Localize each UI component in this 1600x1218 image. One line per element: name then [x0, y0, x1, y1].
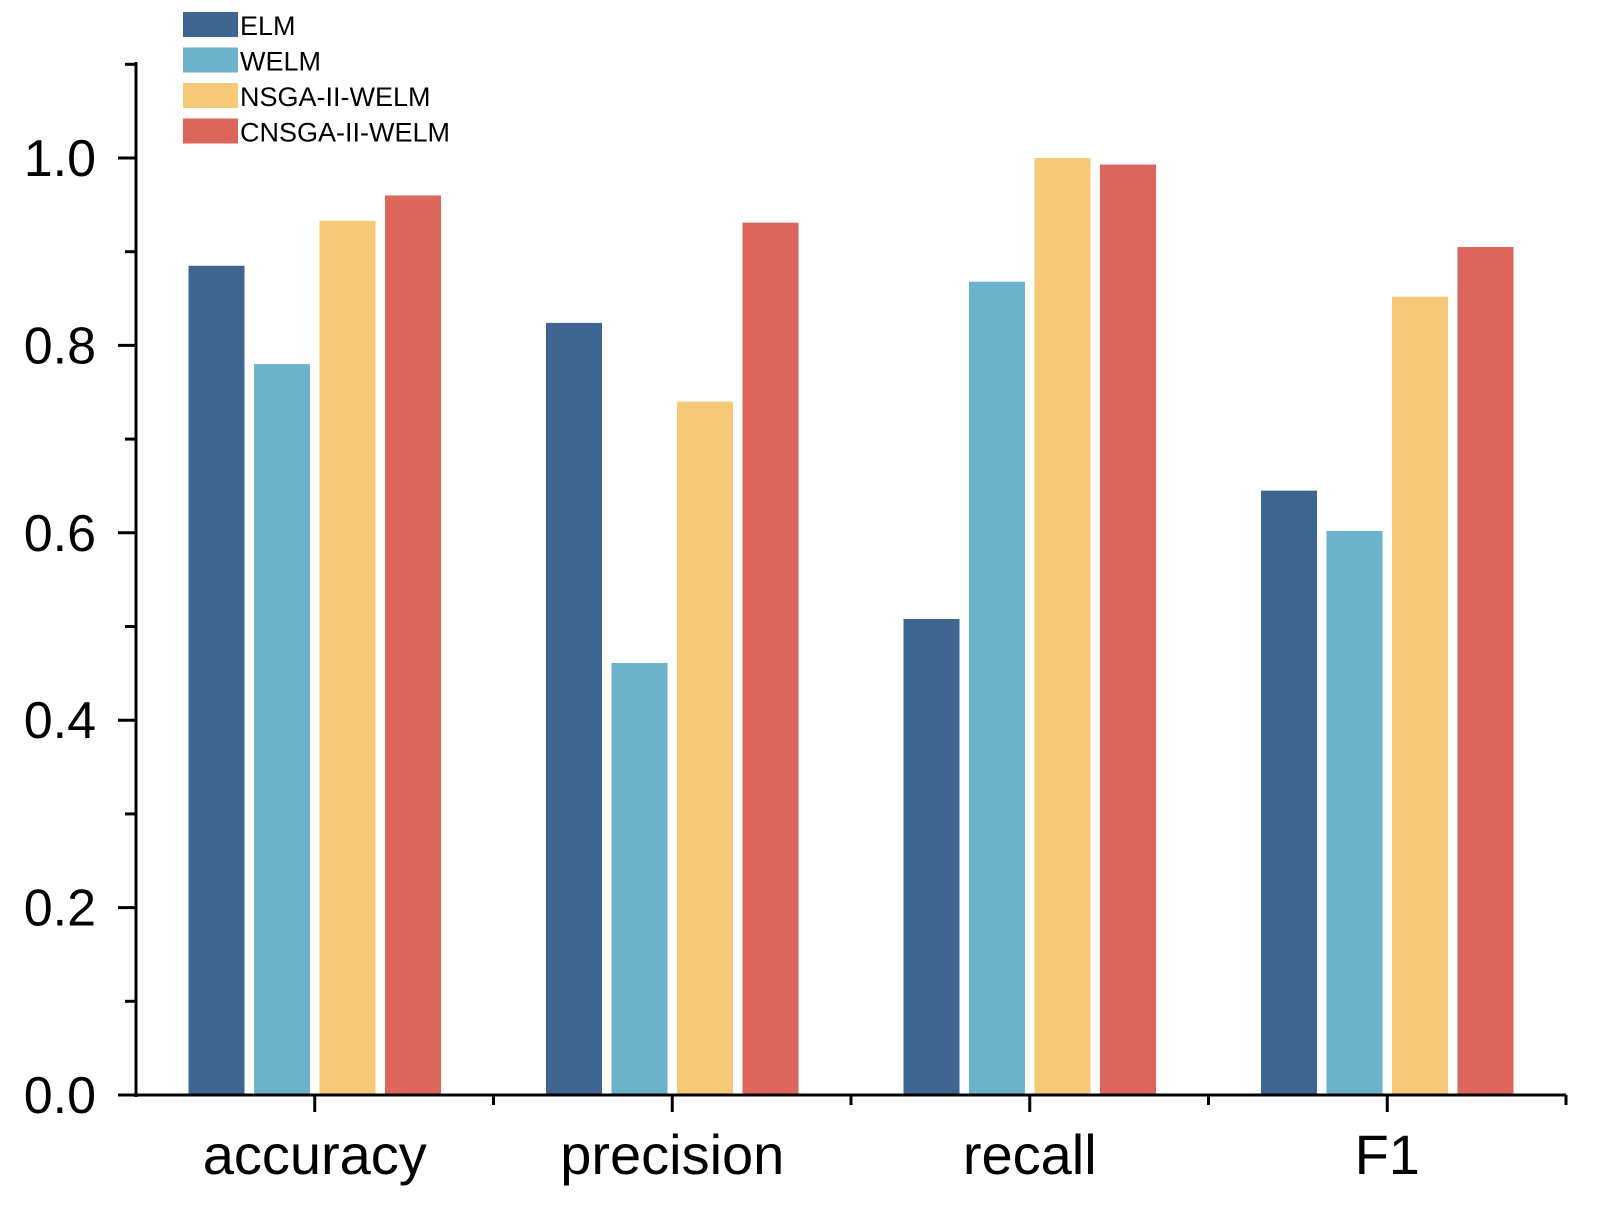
- legend-label: WELM: [240, 47, 321, 77]
- legend: ELM WELM NSGA-II-WELM CNSGA-II-WELM: [183, 11, 450, 148]
- bar-nsga-ii-welm-f1: [1392, 296, 1448, 1095]
- legend-label: ELM: [240, 11, 296, 41]
- bar-nsga-ii-welm-precision: [677, 401, 733, 1095]
- legend-swatch: [183, 12, 238, 37]
- y-tick-label: 0.0: [24, 1067, 96, 1125]
- x-tick-label: accuracy: [203, 1123, 427, 1186]
- bars-layer: [188, 158, 1514, 1096]
- bar-welm-accuracy: [254, 364, 310, 1095]
- bar-nsga-ii-welm-accuracy: [319, 220, 376, 1096]
- bar-cnsga-ii-welm-recall: [1100, 164, 1156, 1095]
- x-tick-label: precision: [560, 1123, 784, 1186]
- legend-swatch: [183, 83, 238, 108]
- bar-elm-precision: [546, 322, 602, 1095]
- bar-elm-recall: [903, 619, 960, 1095]
- legend-label: CNSGA-II-WELM: [240, 118, 450, 148]
- bar-welm-f1: [1326, 530, 1383, 1095]
- bar-welm-precision: [611, 663, 668, 1095]
- y-tick-label: 1.0: [24, 130, 96, 188]
- legend-label: NSGA-II-WELM: [240, 82, 431, 112]
- x-tick-label: F1: [1355, 1123, 1420, 1186]
- y-tick-label: 0.2: [24, 880, 96, 938]
- bar-nsga-ii-welm-recall: [1034, 158, 1091, 1095]
- legend-swatch: [183, 47, 238, 73]
- bar-cnsga-ii-welm-precision: [742, 222, 799, 1095]
- y-ticks-layer: 0.0 0.2 0.4 0.6 0.8 1.0: [24, 62, 136, 1125]
- bar-welm-recall: [969, 281, 1025, 1096]
- y-tick-label: 0.4: [24, 692, 96, 750]
- x-ticks-layer: accuracy precision recall F1: [203, 1095, 1568, 1186]
- legend-swatch: [183, 118, 238, 144]
- y-tick-label: 0.8: [24, 317, 96, 375]
- bar-elm-accuracy: [188, 265, 245, 1095]
- bar-elm-f1: [1261, 490, 1317, 1095]
- bar-cnsga-ii-welm-f1: [1457, 247, 1514, 1095]
- x-tick-label: recall: [963, 1123, 1097, 1186]
- bar-cnsga-ii-welm-accuracy: [385, 195, 441, 1096]
- y-tick-label: 0.6: [24, 505, 96, 563]
